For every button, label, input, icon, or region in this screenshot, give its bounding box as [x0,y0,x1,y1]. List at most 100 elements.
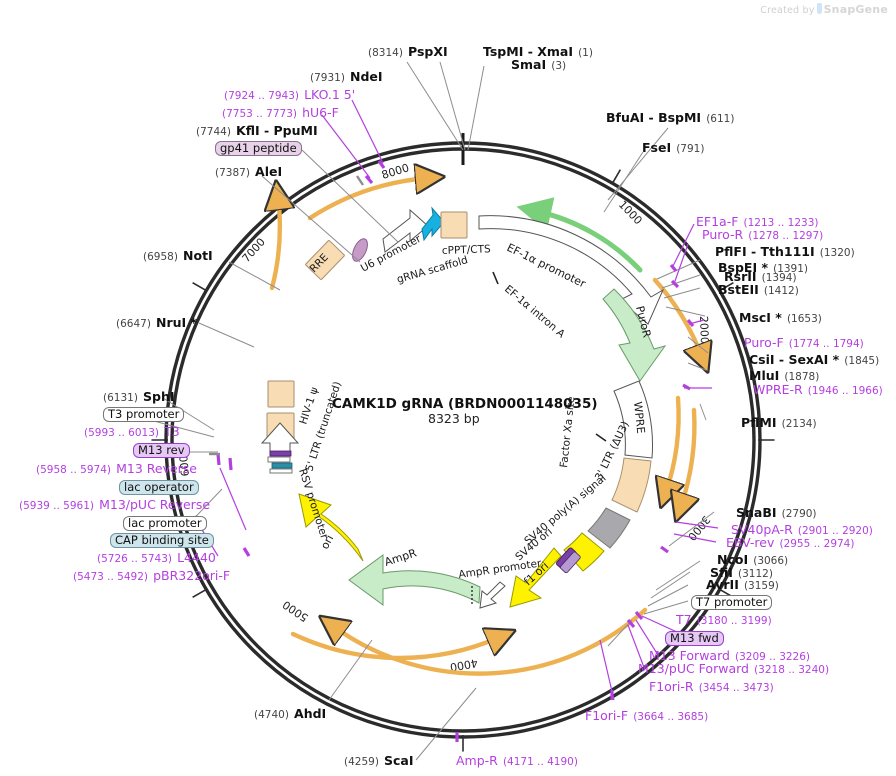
enzyme-label-sfii[interactable]: SfiI (3112) [710,564,773,581]
feature-badge-cap-binding-site[interactable]: CAP binding site [110,531,214,549]
enzyme-label-smai[interactable]: SmaI (3) [511,56,566,73]
enzyme-label-csii-sexai[interactable]: CsiI - SexAI * (1845) [749,351,879,368]
feature-ori[interactable] [298,493,364,562]
primer-pos-f1ori-r: (3454 .. 3473) [698,682,774,694]
enzyme-label-rsrii[interactable]: RsrII (1394) [724,268,797,285]
enzyme-label-bfuai-bspmi[interactable]: BfuAI - BspMI (611) [606,109,734,126]
feature-ampr[interactable] [348,554,481,606]
t7-promoter-label: T7 promoter [691,595,773,611]
enzyme-label-msci[interactable]: MscI * (1653) [739,309,822,326]
enzyme-name-bfuai-bspmi: BfuAI - BspMI [606,110,702,125]
enzyme-label-kfli-ppumi[interactable]: (7744) KflI - PpuMI [196,122,318,139]
primer-label-lko1-5[interactable]: (7924 .. 7943) LKO.1 5' [224,86,355,103]
feature-badge-lac-operator[interactable]: lac operator [119,478,199,496]
feature-factor-xa-site[interactable] [595,433,607,442]
enzyme-label-avrii[interactable]: AvrII (3159) [706,576,779,593]
enzyme-pos-pflmi: (2134) [781,418,817,430]
m13-rev-label: M13 rev [133,443,190,459]
feature-rsv-promoter[interactable] [267,450,293,474]
primer-label-m13-forward[interactable]: M13 Forward (3209 .. 3226) [649,647,810,664]
feature-label-grna-scaffold: gRNA scaffold [396,254,470,286]
primer-label-l4440[interactable]: (5726 .. 5743) L4440 [97,549,216,566]
primer-label-ef1a-f[interactable]: EF1a-F (1213 .. 1233) [696,213,819,230]
enzyme-label-ndei[interactable]: (7931) NdeI [310,68,383,85]
enzyme-name-pflfi-tth111i: PflFI - Tth111I [715,244,815,259]
feature-puror[interactable] [602,288,667,382]
primer-name-m13-reverse: M13 Reverse [116,461,198,476]
enzyme-label-bspei[interactable]: BspEI * (1391) [718,259,808,276]
feature-3-ltr[interactable] [611,457,652,513]
primer-label-sv40pa-r[interactable]: SV40pA-R (2901 .. 2920) [731,521,873,538]
feature-label-hiv1-psi: HIV-1 ψ [297,386,320,426]
primer-pos-hu6-f: (7753 .. 7773) [222,108,297,120]
enzyme-label-fsei[interactable]: FseI (791) [642,139,704,156]
primer-label-m13-puc-reverse[interactable]: (5939 .. 5961) M13/pUC Reverse [19,496,210,513]
feature-badge-t3-promoter[interactable]: T3 promoter [103,405,185,423]
feature-rre[interactable] [305,240,345,280]
primer-name-m13-puc-forward: M13/pUC Forward [638,661,749,676]
primer-pos-m13-puc-reverse: (5939 .. 5961) [19,500,94,512]
feature-u6-promoter[interactable] [382,208,429,253]
enzyme-name-tspmi-xmai: TspMI - XmaI [483,44,573,59]
feature-ef1a-intron-tick[interactable] [492,271,499,285]
enzyme-label-sphi[interactable]: (6131) SphI [103,388,175,405]
primer-label-puro-f[interactable]: Puro-F (1774 .. 1794) [744,334,864,351]
feature-sv40-polya[interactable] [587,507,631,549]
feature-badge-gp41-peptide[interactable]: gp41 peptide [215,139,302,157]
feature-ef1a-promoter[interactable] [478,215,665,325]
primer-label-ebv-rev[interactable]: EBV-rev (2955 .. 2974) [726,534,854,551]
feature-badge-m13-rev[interactable]: M13 rev [133,441,190,459]
primer-label-m13-reverse[interactable]: (5958 .. 5974) M13 Reverse [36,460,197,477]
enzyme-label-mlui[interactable]: MluI (1878) [749,367,819,384]
primer-label-amp-r[interactable]: Amp-R (4171 .. 4190) [456,752,578,769]
enzyme-label-pflfi-tth111i[interactable]: PflFI - Tth111I (1320) [715,243,855,260]
feature-wpre[interactable] [613,380,653,459]
primer-name-puro-f: Puro-F [744,335,784,350]
enzyme-name-msci: MscI * [739,310,782,325]
primer-label-m13-puc-forward[interactable]: M13/pUC Forward (3218 .. 3240) [638,660,829,677]
enzyme-pos-pflfi-tth111i: (1320) [819,247,855,259]
primer-label-pbr322ori-f[interactable]: (5473 .. 5492) pBR322ori-F [73,567,230,584]
feature-sv40-ori[interactable] [563,532,605,572]
primer-label-t3[interactable]: (5993 .. 6013) T3 [84,423,180,440]
enzyme-label-scai[interactable]: (4259) ScaI [344,752,414,769]
primer-label-f1ori-f[interactable]: F1ori-F (3664 .. 3685) [585,707,708,724]
primer-label-puro-r[interactable]: Puro-R (1278 .. 1297) [702,226,823,243]
feature-ampr-promoter[interactable] [479,581,506,609]
enzyme-label-nrui[interactable]: (6647) NruI * [116,314,197,331]
enzyme-name-pspxi: PspXI [408,44,448,59]
enzyme-label-noti[interactable]: (6958) NotI [143,247,213,264]
primer-label-wpre-r[interactable]: WPRE-R (1946 .. 1966) [753,381,883,398]
enzyme-pos-rsrii: (1394) [761,272,797,284]
feature-purple-element[interactable] [555,547,581,574]
tick-label-4000: 4000 [449,656,479,674]
feature-grna-scaffold[interactable] [421,206,445,242]
enzyme-name-alei: AleI [255,164,283,179]
feature-f1-ori[interactable] [509,547,562,608]
enzyme-pos-mlui: (1878) [784,371,820,383]
enzyme-label-bstei[interactable]: BstEII (1412) [718,281,799,298]
primer-label-hu6-f[interactable]: (7753 .. 7773) hU6-F [222,104,339,121]
enzyme-label-alei[interactable]: (7387) AleI [215,163,282,180]
m13-fwd-label: M13 fwd [665,631,724,647]
enzyme-label-snabi[interactable]: SnaBI (2790) [736,504,817,521]
enzyme-ticks [209,175,364,456]
feature-badge-lac-promoter[interactable]: lac promoter [123,514,207,532]
enzyme-label-ncoi[interactable]: NcoI (3066) [717,551,788,568]
feature-hiv1-psi-marker[interactable] [349,237,370,264]
enzyme-pos-msci: (1653) [786,313,822,325]
watermark-brand: SnapGene [823,3,888,16]
enzyme-label-ahdi[interactable]: (4740) AhdI [254,705,326,722]
feature-badge-m13-fwd[interactable]: M13 fwd [665,629,724,647]
enzyme-label-tspmi-xmai[interactable]: TspMI - XmaI (1) [483,43,593,60]
enzyme-label-pflmi[interactable]: PflMI (2134) [741,414,817,431]
feature-cppt-cts[interactable] [440,211,468,239]
primer-label-f1ori-r[interactable]: F1ori-R (3454 .. 3473) [649,678,774,695]
primer-label-t7[interactable]: T7 (3180 .. 3199) [676,611,772,628]
enzyme-label-pspxi[interactable]: (8314) PspXI [368,43,448,60]
snapgene-watermark: Created by SnapGene [760,3,888,16]
enzyme-name-ahdi: AhdI [294,706,327,721]
feature-badge-t7-promoter[interactable]: T7 promoter [691,593,773,611]
primer-name-f1ori-f: F1ori-F [585,708,629,723]
